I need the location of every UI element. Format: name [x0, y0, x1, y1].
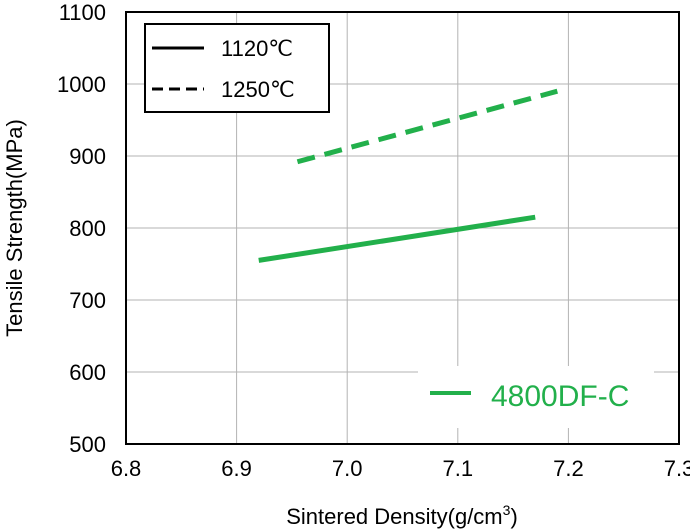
material-annotation: 4800DF-C: [418, 366, 654, 428]
x-axis-title-close: ): [510, 504, 517, 529]
plot-frame: [125, 11, 680, 445]
legend-box: [144, 23, 330, 113]
legend-label-1120: 1120℃: [221, 36, 293, 61]
series-line-solid: [258, 214, 536, 263]
x-tick-labels: 6.8 6.9 7.0 7.1 7.2 7.3: [111, 456, 690, 481]
y-tick-label: 700: [69, 288, 106, 313]
x-tick-label: 7.0: [332, 456, 363, 481]
legend-label-1250: 1250℃: [221, 77, 295, 102]
x-tick-label: 6.9: [221, 456, 252, 481]
legend: 1120℃ 1250℃: [144, 23, 330, 113]
x-tick-label: 7.1: [443, 456, 474, 481]
x-axis-title-main: Sintered Density(g/cm: [286, 504, 502, 529]
y-tick-label: 1000: [57, 72, 106, 97]
y-tick-label: 1100: [59, 0, 106, 25]
grid-lines: [126, 12, 679, 444]
x-tick-label: 7.2: [553, 456, 584, 481]
y-tick-labels: 500 600 700 800 900 1000 1100: [57, 0, 106, 457]
annotation-label: 4800DF-C: [491, 380, 629, 413]
y-tick-label: 800: [69, 216, 106, 241]
y-tick-label: 500: [69, 432, 106, 457]
x-axis-title: Sintered Density(g/cm3): [286, 502, 518, 529]
annotation-box: [418, 366, 654, 428]
series-lines: [258, 88, 558, 263]
x-tick-label: 6.8: [111, 456, 142, 481]
series-line-dashed: [296, 88, 558, 165]
y-axis-title: Tensile Strength(MPa): [2, 119, 27, 337]
y-tick-label: 600: [69, 360, 106, 385]
x-axis-title-superscript: 3: [503, 502, 511, 518]
y-tick-label: 900: [69, 144, 106, 169]
x-tick-label: 7.3: [664, 456, 690, 481]
